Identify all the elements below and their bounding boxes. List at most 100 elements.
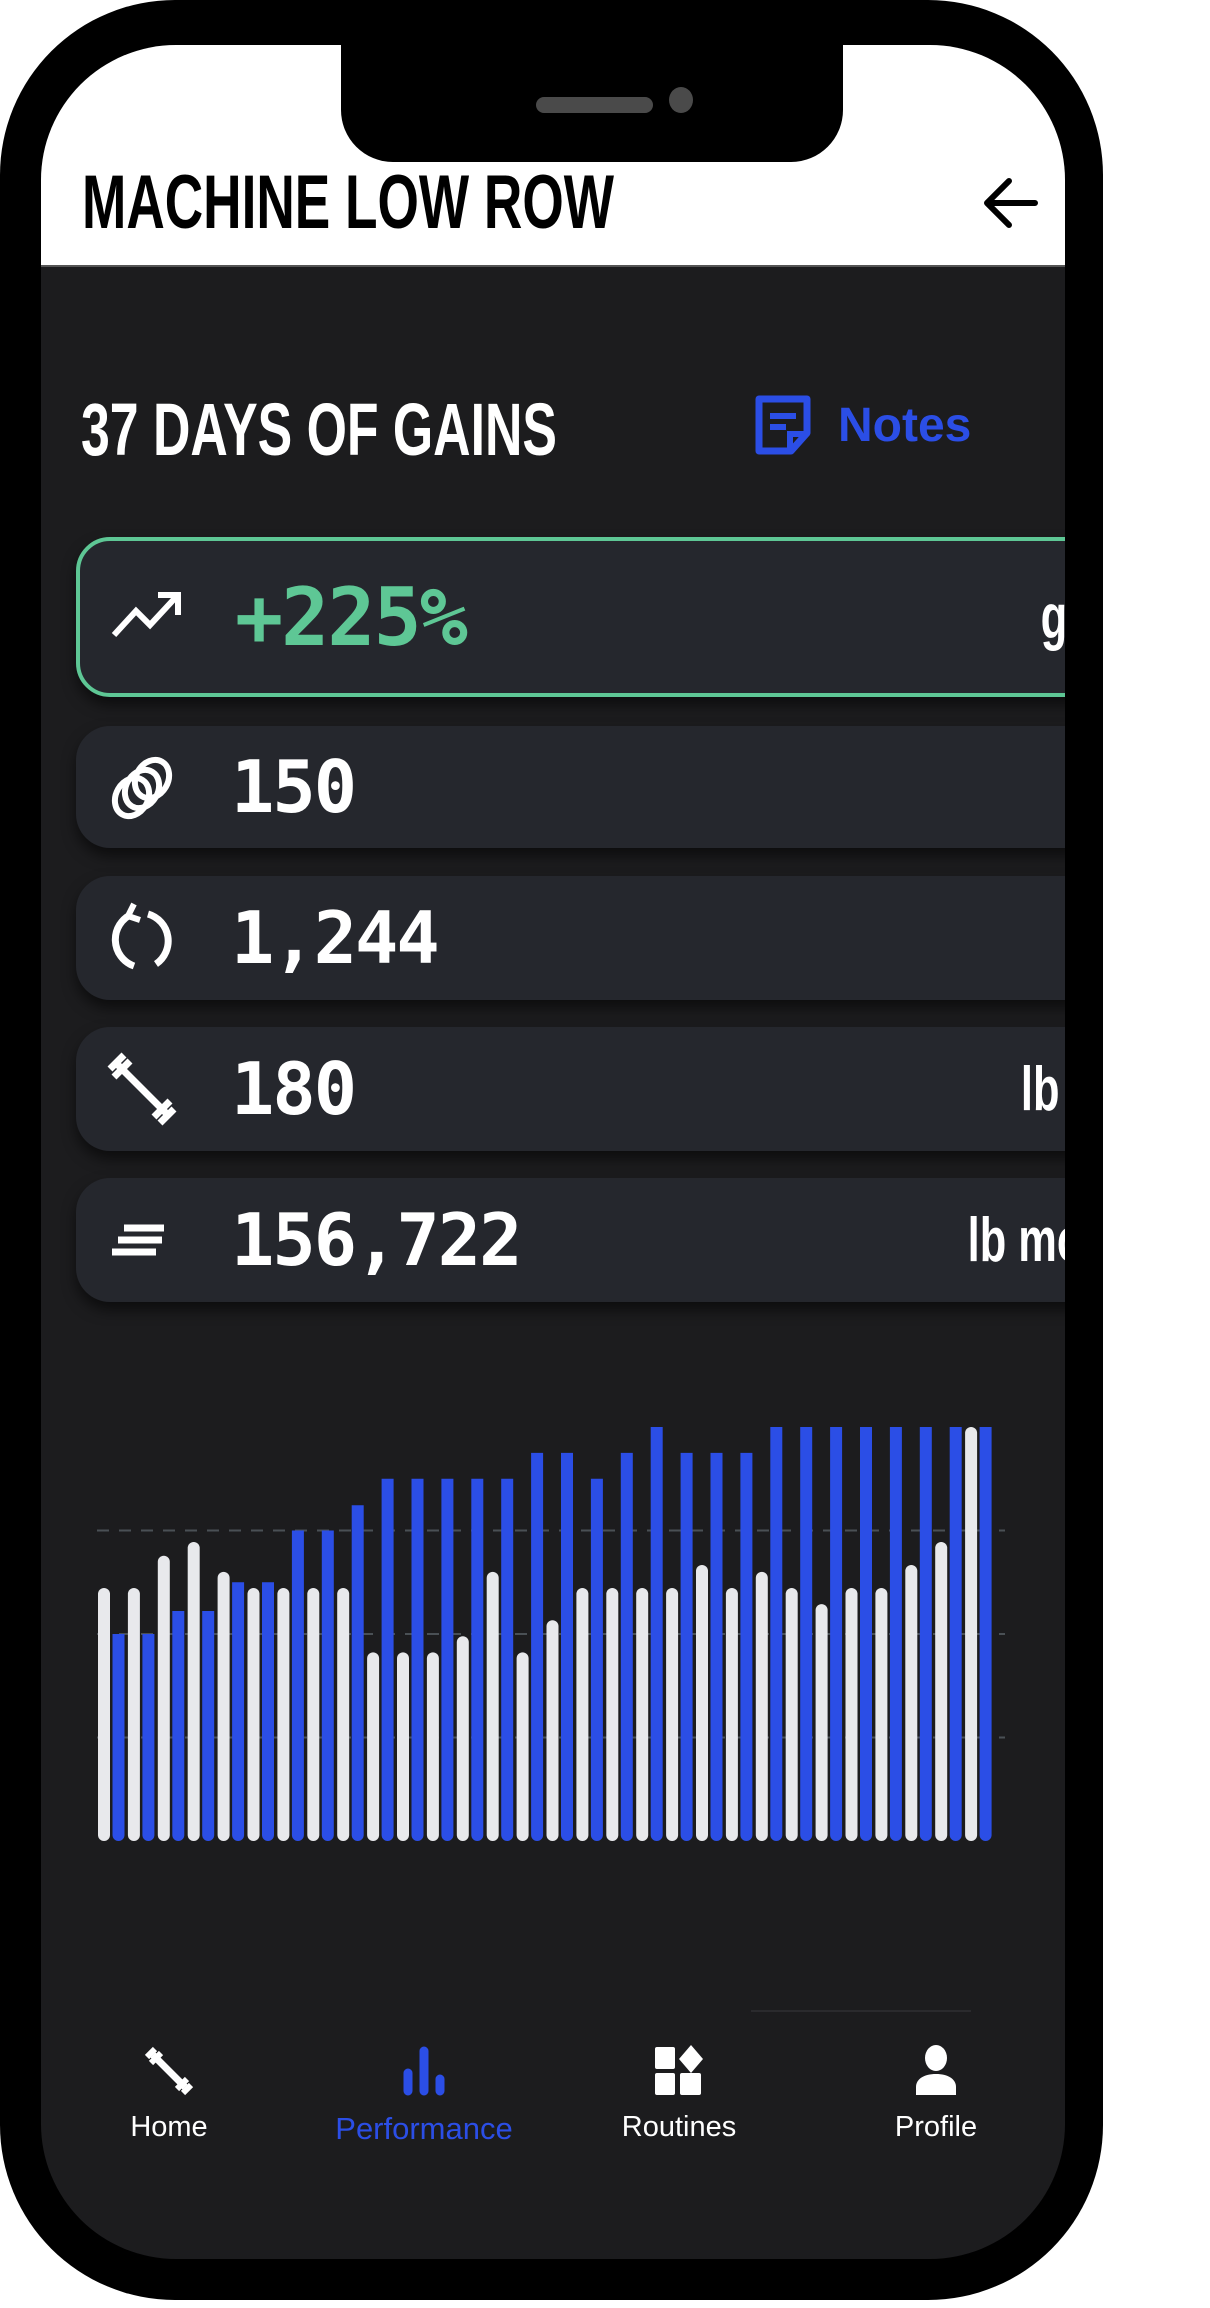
stat-label: lb max [962, 1054, 1065, 1125]
rings-icon [111, 756, 173, 820]
progress-chart [97, 1427, 1005, 1841]
nav-label: Home [130, 2111, 208, 2143]
bar-blue [172, 1611, 185, 1841]
bar-light [217, 1571, 230, 1841]
person-icon [916, 2045, 956, 2095]
bar-light [965, 1427, 978, 1841]
stat-value: +225% [235, 570, 468, 664]
stat-value: 180 [231, 1047, 357, 1131]
nav-item-routines[interactable]: Routines [579, 2045, 779, 2144]
stat-label: sets [1034, 752, 1065, 823]
bar-blue [321, 1530, 334, 1841]
bar-blue [590, 1478, 603, 1841]
stat-label: gains [992, 582, 1065, 653]
stat-label-text: gains [1040, 582, 1065, 652]
bar-light [546, 1620, 559, 1841]
bar-light [576, 1588, 589, 1841]
nav-divider [751, 2010, 971, 2012]
bar-blue [561, 1452, 573, 1841]
nav-item-home[interactable]: Home [69, 2045, 269, 2144]
bar-blue [112, 1634, 125, 1841]
bar-light [905, 1565, 918, 1841]
bar-blue [351, 1505, 364, 1841]
bar-light [725, 1588, 738, 1841]
speaker [536, 97, 653, 113]
nav-item-performance[interactable]: Performance [324, 2045, 524, 2147]
stat-card-moved: 156,722 lb moved [76, 1178, 1065, 1302]
bar-chart-icon [403, 2046, 445, 2096]
nav-label: Profile [894, 2111, 978, 2143]
bar-light [456, 1636, 469, 1841]
bar-light [785, 1588, 798, 1841]
bar-blue [381, 1478, 394, 1841]
bar-light [367, 1652, 380, 1841]
bar-blue [740, 1452, 753, 1841]
bar-blue [919, 1427, 932, 1841]
bar-light [397, 1652, 409, 1841]
stat-card-reps: 1,244 reps [76, 876, 1065, 1000]
bar-blue [800, 1427, 813, 1841]
stat-value: 150 [231, 745, 357, 829]
bar-blue [710, 1452, 723, 1841]
bar-blue [770, 1427, 783, 1841]
bar-blue [680, 1452, 693, 1841]
bar-light [277, 1588, 290, 1841]
bar-light [98, 1588, 110, 1841]
bar-light [426, 1652, 439, 1841]
app-screen: MACHINE LOW ROW 37 DAYS OF GAINS Notes +… [41, 45, 1065, 2259]
page-title-text: MACHINE LOW ROW [82, 160, 614, 245]
sticky-note-icon [755, 395, 811, 455]
bar-blue [620, 1452, 633, 1841]
arrow-left-icon [984, 178, 1038, 228]
stat-value: 156,722 [231, 1198, 522, 1282]
bar-blue [202, 1611, 215, 1841]
bar-light [157, 1555, 170, 1841]
bar-blue [142, 1634, 155, 1841]
summary-heading-text: 37 DAYS OF GAINS [81, 388, 557, 471]
bar-blue [501, 1478, 514, 1841]
bar-blue [949, 1427, 962, 1841]
notes-button[interactable]: Notes [754, 393, 971, 457]
summary-heading: 37 DAYS OF GAINS [81, 393, 761, 467]
back-button[interactable] [981, 175, 1041, 231]
bar-light [696, 1565, 708, 1841]
bar-blue [411, 1478, 424, 1841]
bar-blue [531, 1452, 544, 1841]
bar-light [755, 1571, 768, 1841]
lines-icon [112, 1224, 164, 1256]
camera [669, 87, 693, 113]
stat-value: 1,244 [231, 896, 440, 980]
bar-light [606, 1588, 619, 1841]
bar-light [875, 1588, 888, 1841]
bar-blue [471, 1478, 484, 1841]
notes-label: Notes [838, 398, 972, 452]
stat-label: lb moved [886, 1205, 1065, 1276]
dumbbell-icon [107, 1052, 177, 1126]
notch [341, 45, 843, 162]
phone-frame: MACHINE LOW ROW 37 DAYS OF GAINS Notes +… [0, 0, 1103, 2300]
stat-label: reps [1027, 903, 1065, 974]
bar-light [127, 1588, 140, 1841]
bar-light [486, 1571, 499, 1841]
bar-light [516, 1652, 529, 1841]
stat-card-max: 180 lb max [76, 1027, 1065, 1151]
bar-light [187, 1542, 200, 1841]
bar-blue [979, 1427, 992, 1841]
bar-light [247, 1588, 260, 1841]
bar-blue [889, 1427, 902, 1841]
nav-item-profile[interactable]: Profile [836, 2045, 1036, 2144]
stat-label-text: lb max [1020, 1054, 1065, 1124]
bar-blue [441, 1478, 454, 1841]
nav-label: Performance [335, 2111, 513, 2146]
bar-blue [830, 1427, 843, 1841]
stat-card-sets: 150 sets [76, 726, 1065, 848]
bar-light [666, 1588, 679, 1841]
stat-card-gains: +225% gains [76, 537, 1065, 697]
stat-label-text: lb moved [967, 1205, 1065, 1275]
bar-light [307, 1588, 320, 1841]
refresh-icon [111, 902, 172, 970]
bar-light [935, 1542, 948, 1841]
bar-light [337, 1588, 350, 1841]
bar-blue [650, 1427, 663, 1841]
bar-light [636, 1588, 649, 1841]
